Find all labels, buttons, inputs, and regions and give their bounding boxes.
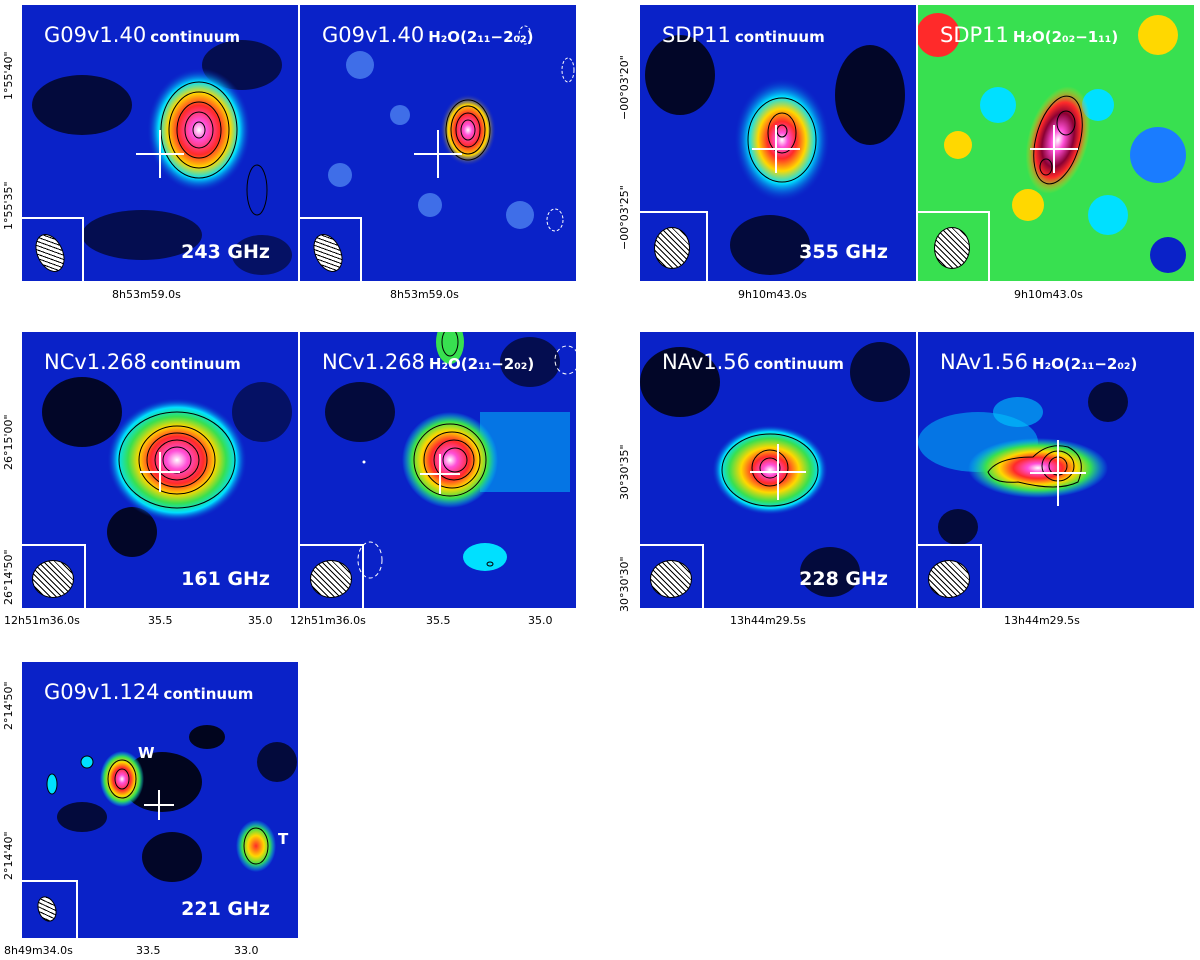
emission-map <box>918 382 1128 545</box>
panel-title: G09v1.124 continuum <box>44 680 254 704</box>
beam-box <box>300 217 362 281</box>
beam-box <box>918 544 982 608</box>
panel-title: SDP11 continuum <box>662 23 825 47</box>
panel-title: NCv1.268 H₂O(2₁₁−2₀₂) <box>322 350 535 374</box>
y-tick-label: 26°14'50" <box>2 549 15 605</box>
x-tick-label: 9h10m43.0s <box>1014 288 1083 301</box>
y-tick-label: 2°14'50" <box>2 681 15 730</box>
emission-map <box>640 342 910 597</box>
beam-ellipse <box>34 893 60 925</box>
position-cross <box>420 454 460 494</box>
emission-map <box>918 13 1186 273</box>
x-tick-label: 8h53m59.0s <box>390 288 459 301</box>
panel-title: NCv1.268 continuum <box>44 350 241 374</box>
y-tick-label: −00°03'25" <box>618 185 631 250</box>
x-tick-label: 12h51m36.0s <box>4 614 80 627</box>
y-tick-label: 1°55'35" <box>2 181 15 230</box>
beam-ellipse <box>307 229 349 277</box>
beam-ellipse <box>29 229 71 277</box>
position-cross <box>144 790 174 820</box>
beam-box <box>22 544 86 608</box>
panel-g09v140-continuum: G09v1.40 continuum 243 GHz <box>22 5 298 281</box>
beam-box <box>640 211 708 281</box>
beam-ellipse <box>310 560 352 598</box>
position-cross <box>1030 440 1086 506</box>
frequency-label: 355 GHz <box>799 241 888 263</box>
beam-box <box>640 544 704 608</box>
panel-nav156-continuum: NAv1.56 continuum 228 GHz <box>640 332 916 608</box>
y-tick-label: 30°30'30" <box>618 556 631 612</box>
y-tick-label: 30°30'35" <box>618 444 631 500</box>
y-tick-label: 2°14'40" <box>2 831 15 880</box>
source-label-w: W <box>138 744 155 762</box>
panel-g09v140-h2o: G09v1.40 H₂O(2₁₁−2₀₂) <box>300 5 576 281</box>
emission-map <box>32 40 292 275</box>
emission-map <box>46 725 297 882</box>
x-tick-label: 13h44m29.5s <box>1004 614 1080 627</box>
y-tick-label: 1°55'40" <box>2 51 15 100</box>
x-tick-label: 35.5 <box>426 614 451 627</box>
frequency-label: 221 GHz <box>181 898 270 920</box>
frequency-label: 161 GHz <box>181 568 270 590</box>
beam-box <box>918 211 990 281</box>
x-tick-label: 35.0 <box>528 614 553 627</box>
panel-title: G09v1.40 H₂O(2₁₁−2₀₂) <box>322 23 534 47</box>
panel-sdp11-h2o: SDP11 H₂O(2₀₂−1₁₁) <box>918 5 1194 281</box>
beam-ellipse <box>32 560 74 598</box>
source-label-t: T <box>278 830 289 848</box>
position-cross <box>1030 125 1078 173</box>
beam-ellipse <box>934 227 970 269</box>
x-tick-label: 13h44m29.5s <box>730 614 806 627</box>
y-tick-label: 26°15'00" <box>2 414 15 470</box>
x-tick-label: 9h10m43.0s <box>738 288 807 301</box>
x-tick-label: 12h51m36.0s <box>290 614 366 627</box>
beam-box <box>22 880 78 938</box>
panel-title: SDP11 H₂O(2₀₂−1₁₁) <box>940 23 1119 47</box>
panel-ncv1268-h2o: NCv1.268 H₂O(2₁₁−2₀₂) <box>300 332 576 608</box>
position-cross <box>140 452 180 492</box>
frequency-label: 243 GHz <box>181 241 270 263</box>
emission-map <box>328 25 575 232</box>
x-tick-label: 33.0 <box>234 944 259 957</box>
panel-g09v1124-continuum: W T G09v1.124 continuum 221 GHz <box>22 662 298 938</box>
position-cross <box>414 130 462 178</box>
panel-title: NAv1.56 continuum <box>662 350 844 374</box>
x-tick-label: 8h53m59.0s <box>112 288 181 301</box>
emission-map <box>645 35 905 275</box>
position-cross <box>752 125 800 173</box>
x-tick-label: 8h49m34.0s <box>4 944 73 957</box>
position-cross <box>750 444 806 500</box>
position-cross <box>136 130 184 178</box>
panel-nav156-h2o: NAv1.56 H₂O(2₁₁−2₀₂) <box>918 332 1194 608</box>
panel-title: NAv1.56 H₂O(2₁₁−2₀₂) <box>940 350 1138 374</box>
panel-sdp11-continuum: SDP11 continuum 355 GHz <box>640 5 916 281</box>
x-tick-label: 35.0 <box>248 614 273 627</box>
x-tick-label: 35.5 <box>148 614 173 627</box>
panel-title: G09v1.40 continuum <box>44 23 241 47</box>
x-tick-label: 33.5 <box>136 944 161 957</box>
frequency-label: 228 GHz <box>799 568 888 590</box>
beam-ellipse <box>654 227 690 269</box>
beam-box <box>22 217 84 281</box>
emission-map <box>325 332 576 579</box>
beam-box <box>300 544 364 608</box>
emission-map <box>42 377 292 557</box>
panel-ncv1268-continuum: NCv1.268 continuum 161 GHz <box>22 332 298 608</box>
y-tick-label: −00°03'20" <box>618 55 631 120</box>
beam-ellipse <box>928 560 970 598</box>
beam-ellipse <box>650 560 692 598</box>
